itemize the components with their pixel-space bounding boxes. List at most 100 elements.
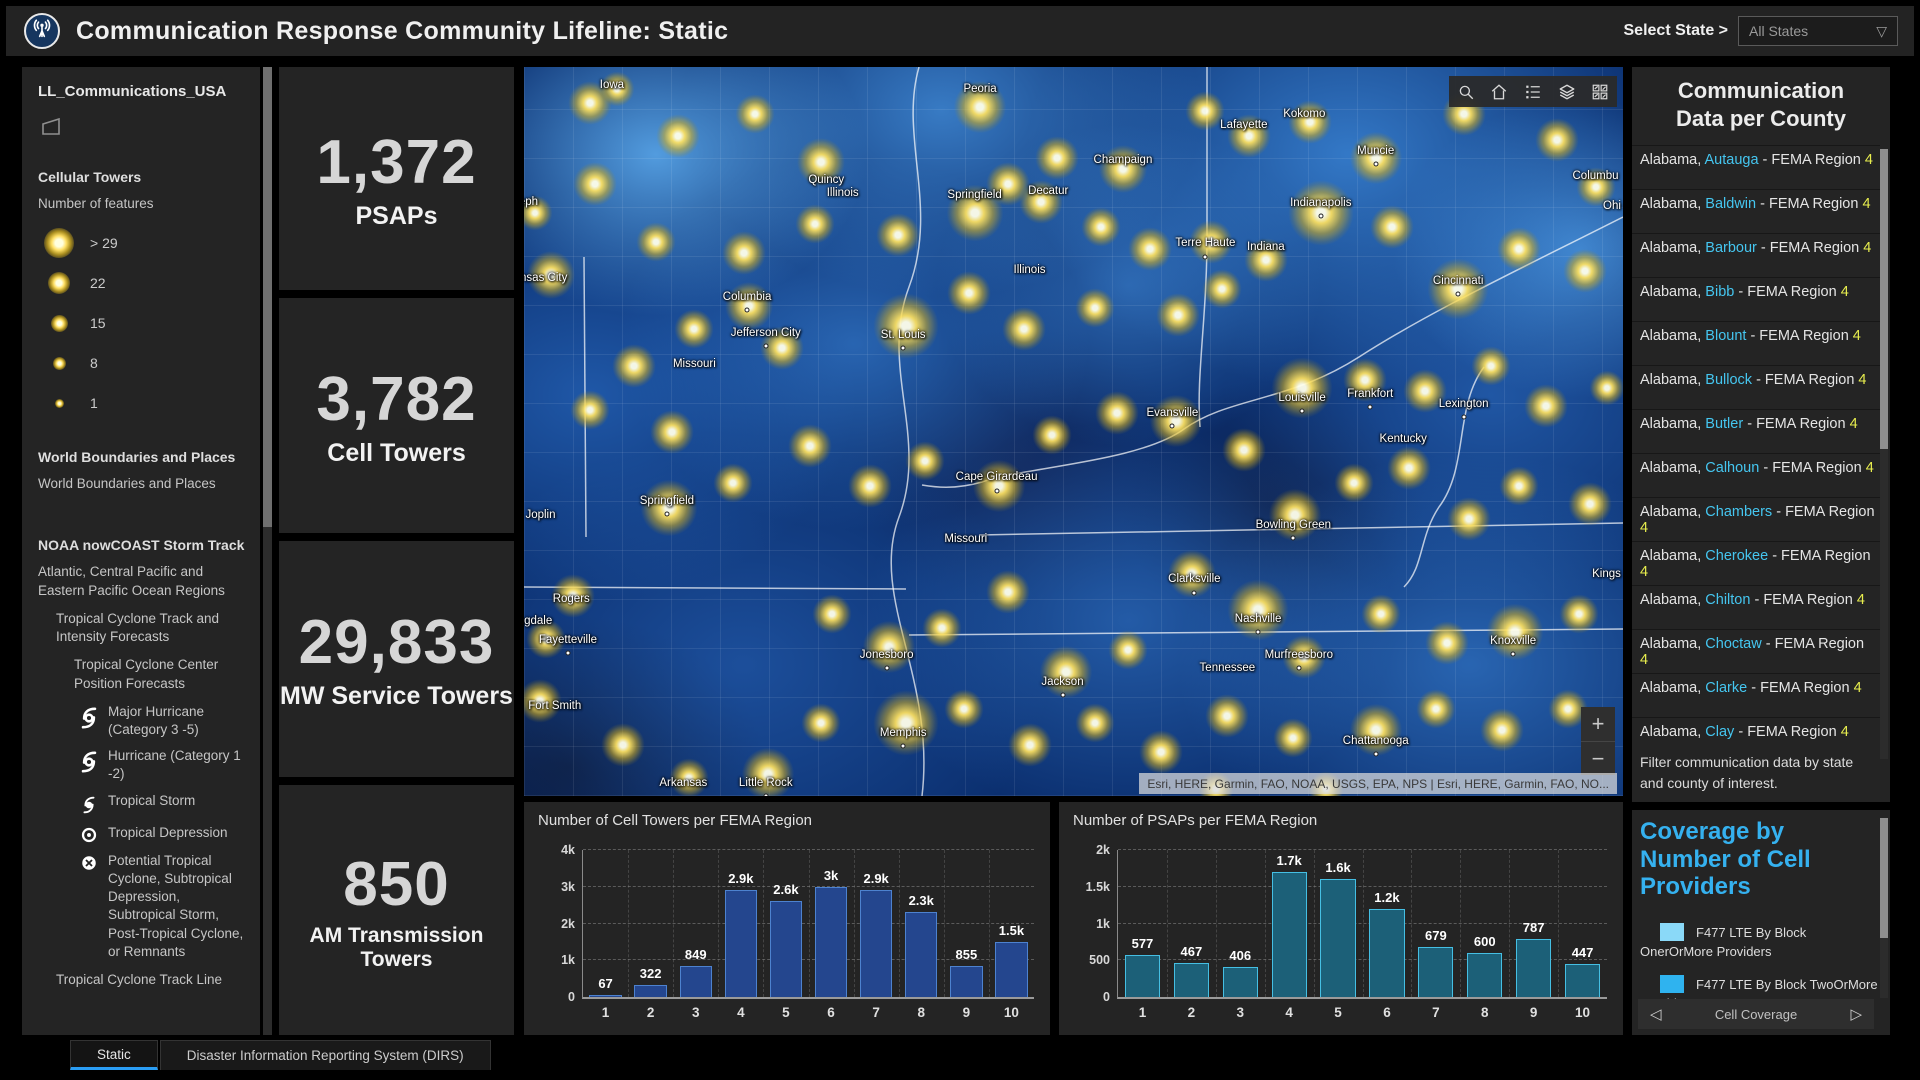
- cell-tower-marker[interactable]: [524, 679, 563, 724]
- cell-tower-marker[interactable]: [636, 222, 676, 262]
- coverage-scrollbar[interactable]: [1880, 818, 1888, 998]
- cell-tower-marker[interactable]: [1425, 620, 1470, 665]
- county-row[interactable]: Alabama, Chilton - FEMA Region 4: [1632, 585, 1880, 629]
- cell-tower-marker[interactable]: [1535, 117, 1580, 162]
- cell-tower-marker[interactable]: [1081, 207, 1121, 248]
- county-row[interactable]: Alabama, Chambers - FEMA Region 4: [1632, 497, 1880, 541]
- cell-tower-marker[interactable]: [1471, 346, 1511, 386]
- cell-tower-marker[interactable]: [1559, 593, 1599, 634]
- county-row[interactable]: Alabama, Cherokee - FEMA Region 4: [1632, 541, 1880, 585]
- layers-icon[interactable]: [1554, 79, 1580, 105]
- cell-tower-marker[interactable]: [947, 270, 992, 315]
- cell-tower-marker[interactable]: [1098, 144, 1148, 194]
- county-row[interactable]: Alabama, Baldwin - FEMA Region 4: [1632, 189, 1880, 233]
- bar[interactable]: [1369, 908, 1405, 997]
- cell-tower-marker[interactable]: [1416, 688, 1456, 729]
- cell-tower-marker[interactable]: [1031, 415, 1072, 455]
- county-row[interactable]: Alabama, Autauga - FEMA Region 4: [1632, 145, 1880, 189]
- cell-tower-marker[interactable]: [1075, 287, 1116, 328]
- county-list-scrollbar-thumb[interactable]: [1880, 149, 1888, 449]
- cell-tower-marker[interactable]: [600, 722, 645, 767]
- cell-tower-marker[interactable]: [811, 593, 852, 634]
- cell-tower-marker[interactable]: [1524, 383, 1569, 428]
- cell-tower-marker[interactable]: [674, 309, 715, 350]
- bar[interactable]: [679, 965, 712, 997]
- cell-tower-marker[interactable]: [725, 281, 774, 331]
- cell-tower-marker[interactable]: [669, 757, 709, 796]
- bar[interactable]: [1516, 939, 1552, 997]
- bar[interactable]: [1124, 954, 1161, 997]
- cell-tower-marker[interactable]: [527, 250, 576, 299]
- bar[interactable]: [1271, 872, 1307, 997]
- cell-tower-marker[interactable]: [721, 230, 766, 275]
- cell-tower-marker[interactable]: [1155, 292, 1200, 337]
- cell-tower-marker[interactable]: [599, 71, 636, 107]
- cell-tower-marker[interactable]: [1282, 635, 1327, 680]
- sidebar-scrollbar-thumb[interactable]: [263, 67, 272, 527]
- cell-tower-marker[interactable]: [1480, 708, 1525, 753]
- cell-tower-marker[interactable]: [1287, 179, 1354, 246]
- map-view[interactable]: Iowa Peoria Kokomo Lafayette Muncie Champaign…: [524, 67, 1623, 796]
- cell-tower-marker[interactable]: [1269, 488, 1322, 542]
- cell-tower-marker[interactable]: [1287, 99, 1332, 144]
- county-list-scrollbar[interactable]: [1880, 149, 1888, 759]
- cell-tower-marker[interactable]: [800, 703, 841, 743]
- sidebar-scrollbar[interactable]: [263, 67, 272, 1035]
- cell-tower-marker[interactable]: [1562, 249, 1607, 294]
- bar[interactable]: [814, 886, 848, 997]
- cell-tower-marker[interactable]: [1486, 603, 1544, 661]
- bar[interactable]: [724, 890, 758, 997]
- bar[interactable]: [995, 941, 1028, 997]
- cell-tower-marker[interactable]: [1018, 179, 1063, 224]
- cell-tower-marker[interactable]: [734, 94, 775, 135]
- county-row[interactable]: Alabama, Blount - FEMA Region 4: [1632, 321, 1880, 365]
- cell-tower-marker[interactable]: [1333, 462, 1374, 503]
- cell-tower-marker[interactable]: [1108, 630, 1149, 670]
- cell-tower-marker[interactable]: [875, 212, 920, 257]
- cell-tower-marker[interactable]: [1075, 703, 1116, 743]
- cell-tower-marker[interactable]: [1188, 219, 1233, 264]
- cell-tower-marker[interactable]: [873, 292, 940, 359]
- legend-icon[interactable]: [1520, 79, 1546, 105]
- zoom-in-button[interactable]: +: [1591, 711, 1605, 736]
- cell-tower-marker[interactable]: [1035, 136, 1079, 181]
- cell-tower-marker[interactable]: [1149, 394, 1203, 447]
- tab-static[interactable]: Static: [70, 1040, 158, 1070]
- cell-tower-marker[interactable]: [1273, 717, 1314, 758]
- bar[interactable]: [1320, 879, 1356, 997]
- bar[interactable]: [769, 901, 803, 997]
- county-row[interactable]: Alabama, Bullock - FEMA Region 4: [1632, 365, 1880, 409]
- bar[interactable]: [589, 994, 622, 997]
- cell-tower-marker[interactable]: [1447, 496, 1492, 541]
- cell-tower-marker[interactable]: [1403, 369, 1448, 414]
- cell-tower-marker[interactable]: [1227, 114, 1272, 159]
- cell-tower-marker[interactable]: [1185, 90, 1226, 131]
- bar[interactable]: [1222, 967, 1258, 997]
- cell-tower-marker[interactable]: [1095, 391, 1140, 436]
- tab-dirs[interactable]: Disaster Information Reporting System (D…: [159, 1040, 491, 1070]
- cell-tower-marker[interactable]: [953, 80, 1007, 134]
- cell-tower-marker[interactable]: [551, 573, 596, 618]
- cell-tower-marker[interactable]: [1498, 466, 1539, 506]
- cell-tower-marker[interactable]: [873, 690, 940, 757]
- cell-tower-marker[interactable]: [1167, 549, 1217, 598]
- bar[interactable]: [1564, 964, 1601, 997]
- cell-tower-marker[interactable]: [1205, 693, 1250, 738]
- bar[interactable]: [634, 985, 667, 997]
- cell-tower-marker[interactable]: [1002, 307, 1047, 352]
- cell-tower-marker[interactable]: [1007, 722, 1052, 767]
- cell-tower-marker[interactable]: [1243, 238, 1288, 283]
- home-icon[interactable]: [1486, 79, 1512, 105]
- cell-tower-marker[interactable]: [650, 409, 695, 454]
- bar[interactable]: [905, 912, 938, 997]
- bar[interactable]: [859, 890, 893, 997]
- county-row[interactable]: Alabama, Barbour - FEMA Region 4: [1632, 233, 1880, 277]
- prev-page-icon[interactable]: ◁: [1650, 1006, 1662, 1023]
- cell-tower-marker[interactable]: [712, 462, 753, 503]
- cell-tower-marker[interactable]: [655, 114, 700, 159]
- county-row[interactable]: Alabama, Calhoun - FEMA Region 4: [1632, 453, 1880, 497]
- cell-tower-marker[interactable]: [526, 619, 566, 660]
- cell-tower-marker[interactable]: [524, 195, 553, 231]
- cell-tower-marker[interactable]: [945, 184, 1004, 242]
- next-page-icon[interactable]: ▷: [1850, 1006, 1862, 1023]
